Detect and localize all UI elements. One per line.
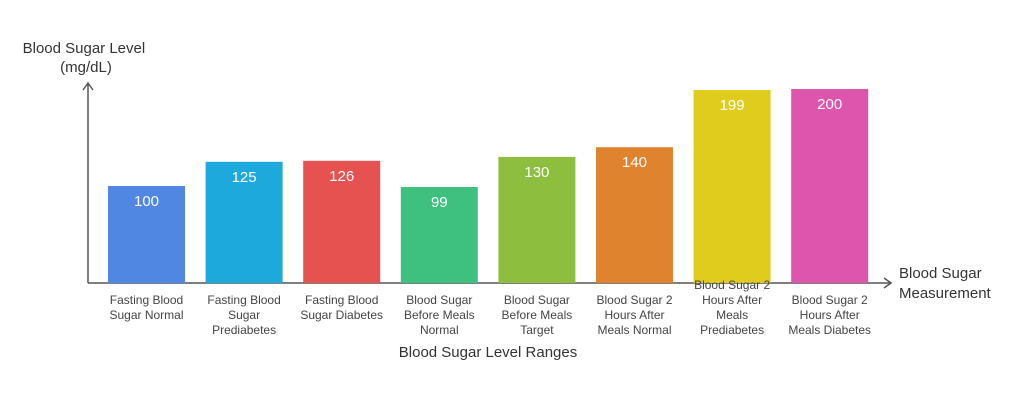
value-label-1: 100 (134, 193, 159, 210)
category-label-5-line-1: Blood Sugar (504, 293, 570, 307)
bar-1 (108, 186, 185, 283)
category-label-2-line-3: Prediabetes (212, 323, 276, 337)
category-label-8: Blood Sugar 2 Hours After Meals Diabetes (788, 293, 871, 337)
bar-4 (400, 187, 478, 283)
category-label-6-line-1: Blood Sugar 2 (596, 293, 672, 307)
value-label-3: 126 (329, 168, 354, 185)
category-label-5-line-2: Before Meals (502, 308, 573, 322)
y-axis-title-line-2: (mg/dL) (60, 59, 112, 76)
category-label-6: Blood Sugar 2 Hours After Meals Normal (596, 293, 672, 337)
bar-5 (498, 156, 576, 283)
value-labels-group: 100 125 126 99 130 140 199 200 (134, 96, 842, 211)
x-axis-arrow-icon (883, 277, 893, 289)
bars-group (108, 89, 869, 284)
category-label-1-line-2: Sugar Normal (109, 308, 183, 322)
category-label-1: Fasting Blood Sugar Normal (109, 293, 183, 322)
category-label-8-line-2: Hours After (800, 308, 860, 322)
category-label-1-line-1: Fasting Blood (110, 293, 183, 307)
category-label-7-line-4: Prediabetes (700, 323, 764, 337)
category-label-4-line-2: Before Meals (404, 308, 475, 322)
value-label-7: 199 (720, 97, 745, 114)
x-axis-end-label-line-1: Blood Sugar (899, 265, 982, 282)
category-label-4-line-1: Blood Sugar (406, 293, 472, 307)
category-label-8-line-3: Meals Diabetes (788, 323, 871, 337)
x-axis-end-label-line-2: Measurement (899, 285, 992, 302)
x-axis-end-label: Blood Sugar Measurement (899, 265, 992, 302)
category-label-6-line-2: Hours After (604, 308, 664, 322)
value-label-8: 200 (817, 96, 842, 113)
value-label-6: 140 (622, 154, 647, 171)
category-label-2-line-1: Fasting Blood (207, 293, 280, 307)
y-axis-title-line-1: Blood Sugar Level (23, 40, 146, 57)
category-label-2: Fasting Blood Sugar Prediabetes (207, 293, 280, 337)
value-label-5: 130 (524, 164, 549, 181)
category-label-2-line-2: Sugar (228, 308, 260, 322)
category-label-5-line-3: Target (520, 323, 554, 337)
category-label-8-line-1: Blood Sugar 2 (792, 293, 868, 307)
category-label-7-line-3: Meals (716, 308, 748, 322)
bar-3 (303, 160, 381, 283)
category-label-6-line-3: Meals Normal (597, 323, 671, 337)
category-label-3-line-1: Fasting Blood (305, 293, 378, 307)
category-label-5: Blood Sugar Before Meals Target (502, 293, 573, 337)
bar-8 (791, 89, 869, 283)
bar-6 (596, 147, 673, 283)
category-label-3-line-2: Sugar Diabetes (300, 308, 383, 322)
y-axis-arrow-icon (82, 81, 94, 91)
bar-2 (205, 161, 283, 284)
y-axis-title: Blood Sugar Level (mg/dL) (23, 40, 150, 76)
x-axis-title: Blood Sugar Level Ranges (399, 344, 577, 361)
category-label-7: Blood Sugar 2 Hours After Meals Prediabetes (694, 278, 770, 337)
category-label-7-line-2: Hours After (702, 293, 762, 307)
category-label-4-line-3: Normal (420, 323, 459, 337)
bar-7 (693, 90, 771, 283)
value-label-4: 99 (431, 194, 448, 211)
category-label-3: Fasting Blood Sugar Diabetes (300, 293, 383, 322)
category-label-7-line-1: Blood Sugar 2 (694, 278, 770, 292)
category-label-4: Blood Sugar Before Meals Normal (404, 293, 475, 337)
value-label-2: 125 (232, 169, 257, 186)
